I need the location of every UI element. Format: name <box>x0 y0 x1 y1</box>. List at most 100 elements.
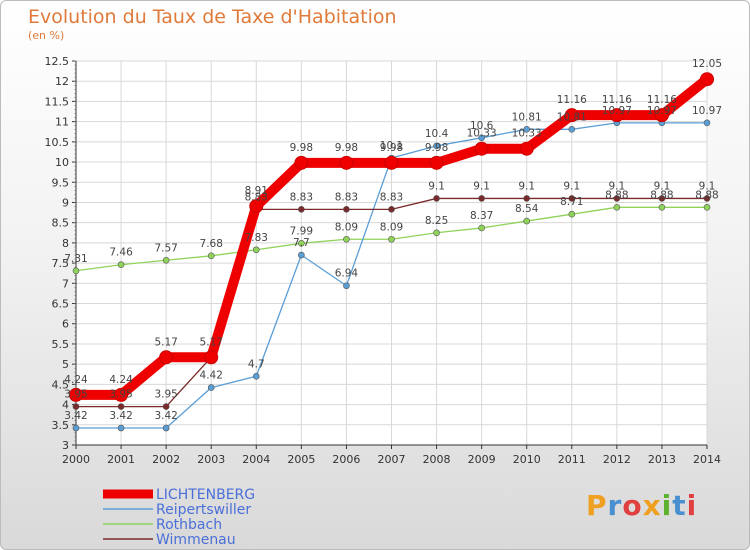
data-label: 10.81 <box>512 111 542 123</box>
data-point <box>298 251 305 259</box>
data-point <box>69 387 83 402</box>
data-label: 7.57 <box>154 242 177 254</box>
data-point <box>343 235 350 243</box>
y-tick-label: 8 <box>62 237 69 250</box>
data-point <box>162 256 170 264</box>
data-point <box>117 261 125 269</box>
data-point <box>568 126 576 133</box>
x-tick-label: 2009 <box>468 453 496 466</box>
data-point <box>117 403 125 410</box>
data-label: 4.7 <box>248 358 265 370</box>
data-label: 10.1 <box>380 140 403 152</box>
y-tick-label: 12.5 <box>45 55 70 68</box>
data-label: 10.4 <box>425 128 449 140</box>
legend-label: LICHTENBERG <box>156 487 255 503</box>
y-tick-label: 9.5 <box>52 176 70 189</box>
legend-label: Rothbach <box>156 517 222 533</box>
x-tick-label: 2007 <box>378 453 406 466</box>
data-point <box>568 195 576 202</box>
data-point <box>703 119 711 127</box>
data-point <box>703 195 711 202</box>
x-tick-label: 2000 <box>62 453 90 466</box>
data-label: 9.98 <box>380 142 403 154</box>
data-point <box>613 195 621 202</box>
data-point <box>478 224 485 232</box>
data-point <box>703 204 711 211</box>
y-tick-label: 5.5 <box>52 338 70 351</box>
data-point <box>159 350 174 365</box>
data-point <box>343 206 350 213</box>
data-label: 3.42 <box>64 410 87 422</box>
data-label: 10.81 <box>557 111 587 123</box>
data-point <box>433 229 440 237</box>
data-point <box>207 252 215 260</box>
data-label: 4.42 <box>200 370 223 382</box>
y-tick-label: 4 <box>62 399 69 412</box>
data-label: 8.83 <box>380 191 403 203</box>
data-label: 7.83 <box>245 232 268 244</box>
x-tick-label: 2011 <box>558 453 586 466</box>
data-point <box>519 141 534 156</box>
x-tick-label: 2006 <box>332 453 360 466</box>
x-tick-label: 2010 <box>513 453 541 466</box>
x-tick-label: 2013 <box>648 453 676 466</box>
y-tick-label: 7.5 <box>52 257 70 270</box>
data-point <box>564 108 579 123</box>
data-label: 8.37 <box>470 210 493 222</box>
y-tick-label: 4.5 <box>52 378 70 391</box>
data-label: 3.95 <box>109 389 132 401</box>
data-label: 11.16 <box>557 94 587 106</box>
data-point <box>523 217 531 225</box>
data-point <box>523 126 531 133</box>
x-tick-label: 2005 <box>287 453 315 466</box>
data-point <box>339 155 354 170</box>
data-label: 5.17 <box>200 336 223 348</box>
y-tick-label: 9 <box>62 196 69 209</box>
x-tick-label: 2003 <box>197 453 225 466</box>
x-tick-label: 2002 <box>152 453 180 466</box>
data-point <box>700 72 714 87</box>
data-label: 9.1 <box>563 180 580 192</box>
data-label: 8.71 <box>560 196 583 208</box>
y-tick-label: 11.5 <box>45 95 70 108</box>
data-label: 9.1 <box>654 180 671 192</box>
y-tick-label: 11 <box>55 116 69 129</box>
data-label: 10.33 <box>512 128 542 140</box>
data-point <box>429 155 444 170</box>
data-label: 8.91 <box>245 185 268 197</box>
data-point <box>204 350 219 365</box>
data-label: 9.1 <box>609 180 626 192</box>
data-label: 8.25 <box>425 215 448 227</box>
data-point <box>249 199 264 214</box>
data-point <box>298 206 305 213</box>
data-label: 6.94 <box>335 268 359 280</box>
data-point <box>568 210 576 218</box>
data-label: 3.95 <box>64 389 87 401</box>
data-label: 4.24 <box>109 374 133 386</box>
data-point <box>207 384 215 391</box>
data-label: 3.95 <box>154 389 177 401</box>
data-point <box>433 195 440 202</box>
y-tick-label: 6 <box>62 318 69 331</box>
data-label: 10.97 <box>602 105 632 117</box>
data-label: 8.09 <box>380 221 403 233</box>
data-point <box>658 204 666 211</box>
x-tick-label: 2012 <box>603 453 631 466</box>
data-label: 11.16 <box>647 94 677 106</box>
data-label: 7.31 <box>64 253 87 265</box>
data-label: 9.98 <box>425 142 448 154</box>
data-point <box>72 424 80 432</box>
data-point <box>433 142 440 150</box>
data-label: 10.6 <box>470 120 494 132</box>
x-tick-label: 2008 <box>423 453 451 466</box>
data-point <box>654 108 669 123</box>
chart-title: Evolution du Taux de Taxe d'Habitation <box>28 6 397 28</box>
data-point <box>523 195 531 202</box>
chart-subtitle: (en %) <box>28 29 65 42</box>
data-point <box>294 155 309 170</box>
data-label: 5.17 <box>154 336 177 348</box>
data-label: 8.88 <box>695 189 718 201</box>
data-label: 9.1 <box>473 180 490 192</box>
